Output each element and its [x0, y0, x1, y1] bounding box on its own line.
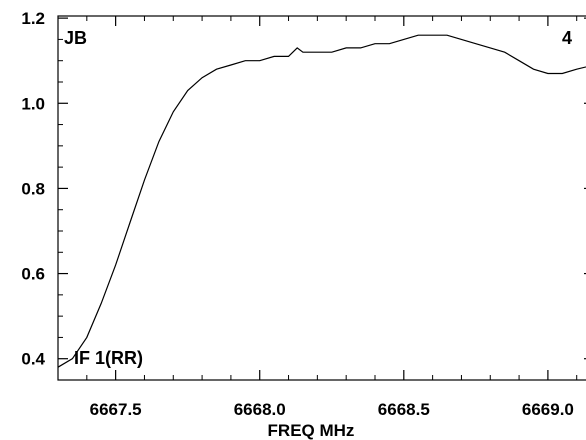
annotation-top-left: JB: [64, 28, 87, 48]
y-tick-label: 0.6: [21, 265, 45, 284]
annotation-top-right: 4: [562, 28, 572, 48]
x-axis-ticks: 6667.5 6668.0 6668.5 6669.0: [57, 16, 578, 419]
series-line: [57, 34, 586, 368]
y-tick-label: 1.0: [21, 94, 45, 113]
x-tick-label: 6668.0: [234, 400, 286, 419]
annotation-bottom-left: IF 1(RR): [74, 348, 143, 368]
plot-frame: [57, 15, 586, 381]
x-tick-label: 6667.5: [90, 400, 142, 419]
y-axis-ticks: 0.4 0.6 0.8 1.0 1.2: [21, 9, 586, 369]
y-tick-label: 0.8: [21, 179, 45, 198]
x-tick-label: 6668.5: [378, 400, 430, 419]
y-tick-label: 1.2: [21, 9, 45, 28]
x-tick-label: 6669.0: [522, 400, 574, 419]
x-axis-label: FREQ MHz: [268, 421, 355, 440]
y-tick-label: 0.4: [21, 350, 45, 369]
